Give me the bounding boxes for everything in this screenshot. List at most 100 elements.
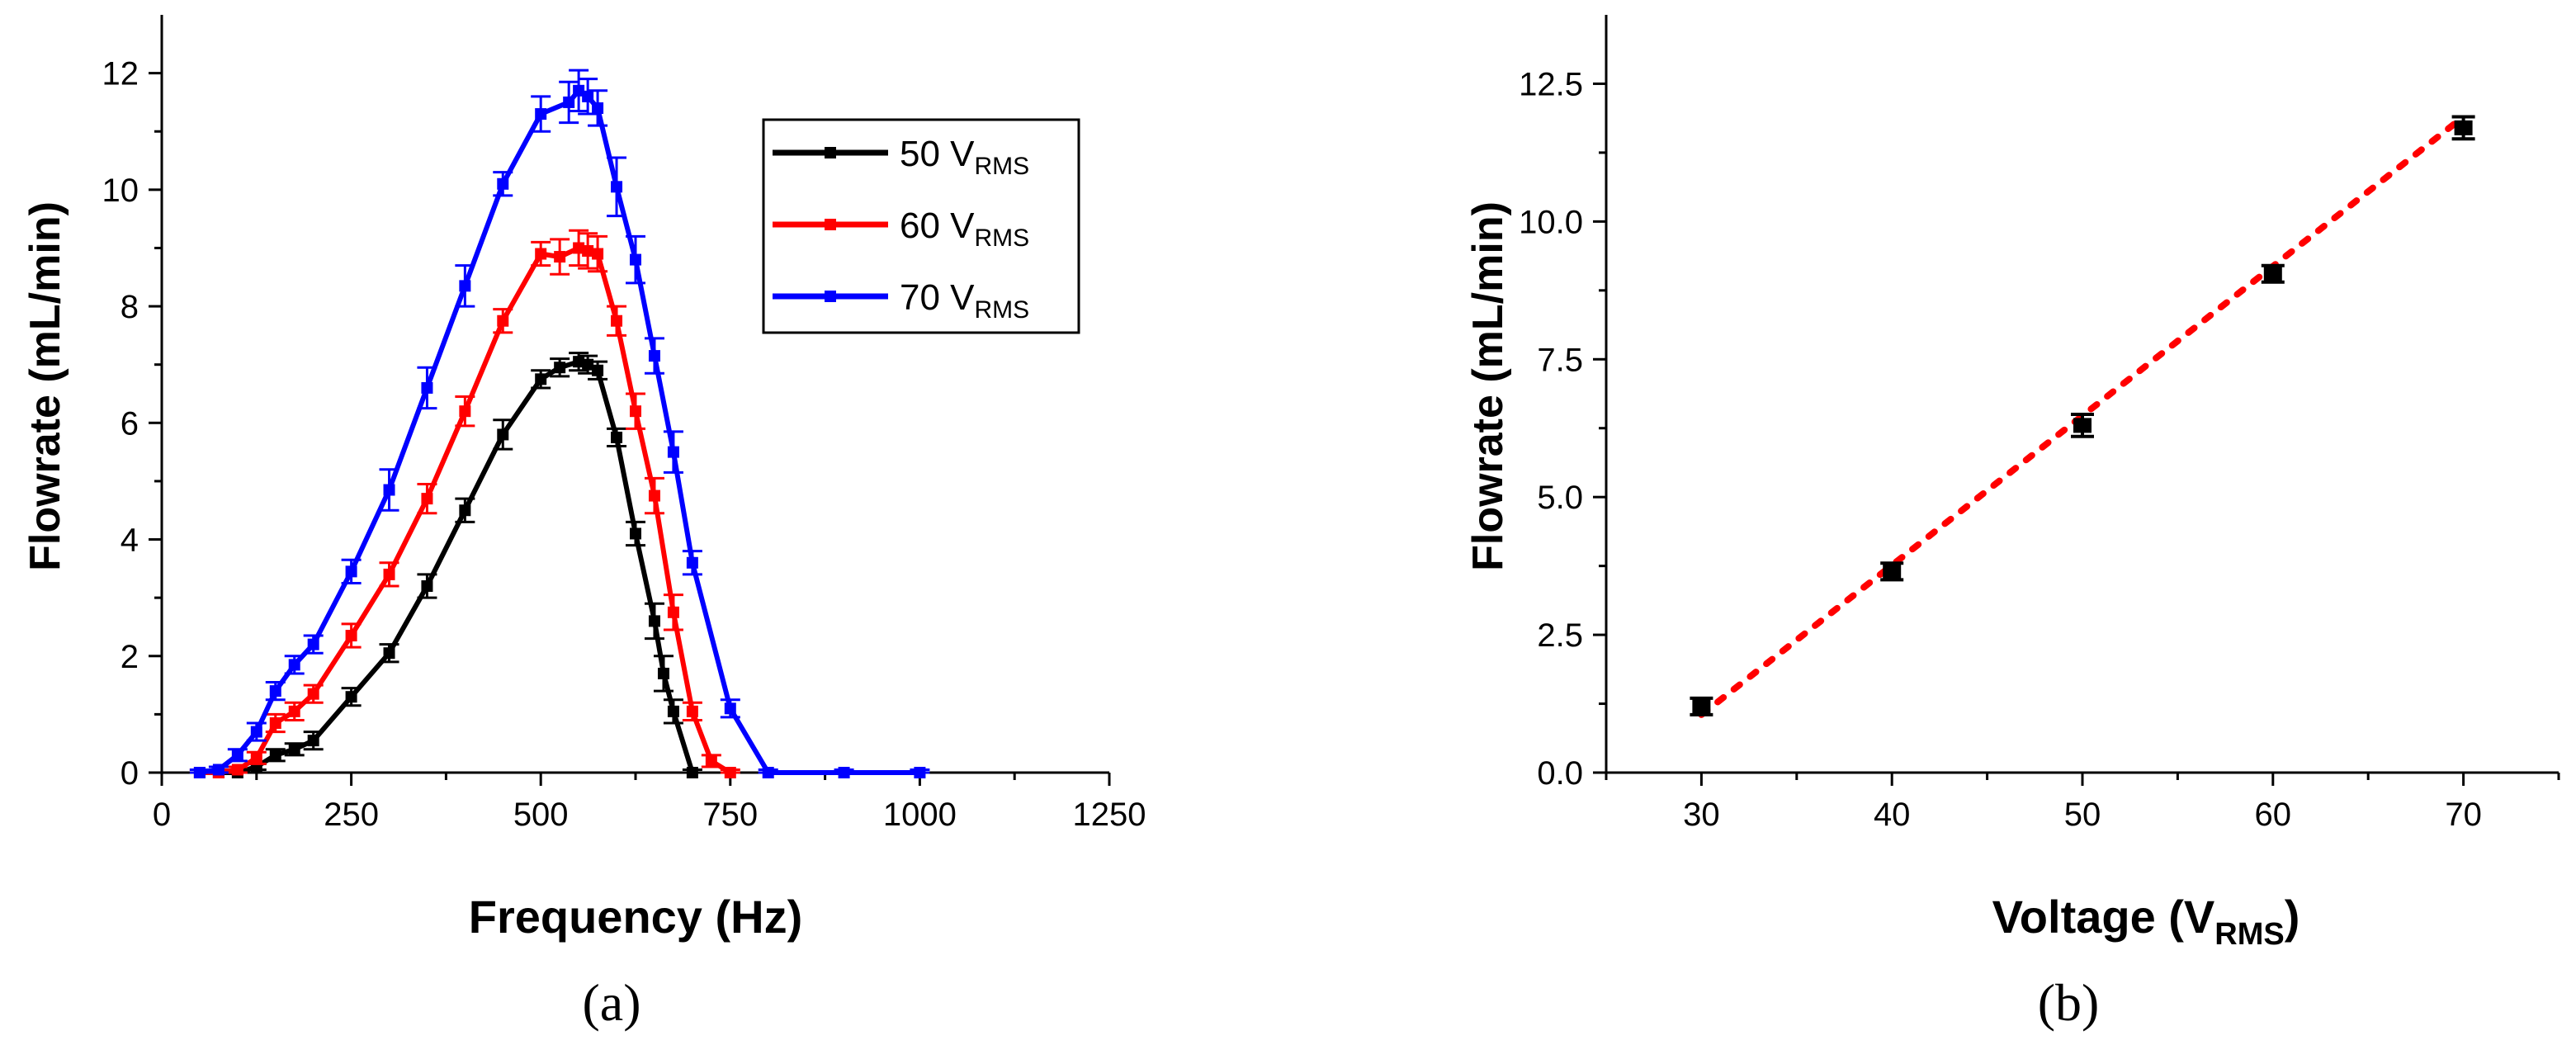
panel-a-series-50v-marker <box>630 527 641 540</box>
panel-a-series-60v-marker <box>307 688 319 700</box>
panel-b-x-tick-label: 60 <box>2255 797 2292 833</box>
panel-a-series-50v-line <box>199 359 695 775</box>
panel-a-series-50v-marker <box>657 667 669 679</box>
panel-a-series-70v-marker <box>630 253 641 266</box>
panel-a-series-70v-marker <box>563 96 575 108</box>
panel-a-series-60v-marker <box>288 705 300 717</box>
panel-a-series-70v-marker <box>724 702 736 715</box>
panel-a-series-50v-marker <box>535 373 547 385</box>
panel-a-y-tick-label: 8 <box>121 289 139 325</box>
panel-a-y-tick-label: 4 <box>121 522 139 559</box>
panel-a-series-70v-marker <box>762 767 774 778</box>
panel-a-series-50v-marker <box>345 691 357 703</box>
panel-b-x-axis-title-end: ) <box>2285 891 2300 943</box>
panel-a-y-tick-label: 2 <box>121 639 139 675</box>
panel-a-series-60v-marker <box>573 242 585 254</box>
panel-a-series-60v-marker <box>582 244 594 257</box>
panel-a-series-70v-marker <box>269 685 281 697</box>
panel-a-series-70v-marker <box>535 108 547 121</box>
panel-a-series-60v-line <box>199 245 732 775</box>
panel-a-series-70v-marker <box>686 556 698 569</box>
panel-a-legend-label-main: 60 V <box>900 206 975 246</box>
panel-a-series-50v-marker <box>497 428 509 441</box>
panel-a-series-70v-marker <box>307 638 319 650</box>
panel-a-series-70v-marker <box>914 767 926 778</box>
panel-a-series-50v-marker <box>288 743 300 755</box>
panel-b-y-tick-label: 5.0 <box>1537 480 1583 516</box>
panel-b-label: (b) <box>2038 973 2100 1032</box>
panel-a-series-60v-marker <box>686 705 698 717</box>
panel-b-x-tick-label: 40 <box>1874 797 1911 833</box>
panel-a-legend-label: 70 VRMS <box>900 277 1029 324</box>
panel-a-series-50v-marker <box>611 431 623 443</box>
panel-a-x-tick-label: 500 <box>513 797 569 833</box>
panel-a-legend-label-sub: RMS <box>975 296 1030 324</box>
panel-a-series-70v-marker <box>250 726 262 738</box>
panel-b-x-tick-label: 50 <box>2064 797 2101 833</box>
panel-a-x-tick-label: 1250 <box>1073 797 1146 833</box>
panel-a-series-50v-marker <box>592 364 604 376</box>
panel-a-series-50v-marker <box>648 615 660 627</box>
panel-a-series-60v-marker <box>535 248 547 260</box>
panel-a-series-60v-marker <box>648 489 660 502</box>
panel-a-series-70v-marker <box>345 565 357 578</box>
panel-a-series-60v-marker <box>724 767 736 778</box>
panel-b-y-tick-label: 10.0 <box>1519 204 1583 240</box>
panel-b-data-point <box>2263 266 2282 281</box>
panel-a-series-60v-marker <box>269 716 281 729</box>
panel-a-series-60v-marker <box>592 248 604 260</box>
panel-a-series-60v-marker <box>611 314 623 327</box>
panel-a-series-60v-marker <box>345 630 357 642</box>
panel-a-series-50v-marker <box>573 356 585 368</box>
panel-a-y-axis-title: Flowrate (mL/min) <box>21 201 69 571</box>
panel-b-y-tick-label: 0.0 <box>1537 755 1583 792</box>
panel-a-legend-label: 60 VRMS <box>900 206 1029 252</box>
panel-a-x-tick-label: 750 <box>702 797 758 833</box>
panel-a-series-50v-marker <box>269 749 281 761</box>
panel-b-x-tick-label: 30 <box>1683 797 1720 833</box>
panel-a-series-50v-marker <box>459 504 471 517</box>
panel-a-series-60v-marker <box>250 752 262 764</box>
panel-a-series-70v-marker <box>459 280 471 292</box>
panel-a-series-50v-marker <box>667 705 679 717</box>
panel-a-series-70v-marker <box>838 767 850 778</box>
panel-a-series-50v-marker <box>421 580 433 593</box>
panel-a-x-tick-label: 1000 <box>883 797 957 833</box>
panel-b-x-axis-title: Voltage (VRMS) <box>1992 891 2300 952</box>
panel-a-x-axis-title: Frequency (Hz) <box>469 891 803 943</box>
panel-a-series-70v-marker <box>582 90 594 102</box>
panel-a-series-50v-marker <box>686 767 698 778</box>
panel-b-y-tick-label: 2.5 <box>1537 617 1583 654</box>
panel-a-series-60v-marker <box>630 405 641 418</box>
panel-a-legend-label-main: 70 V <box>900 277 975 318</box>
panel-a-series-70v-marker <box>648 350 660 362</box>
panel-a-x-tick-label: 250 <box>324 797 379 833</box>
panel-a-legend-label-sub: RMS <box>975 153 1030 180</box>
panel-a-label: (a) <box>582 973 640 1032</box>
panel-a-series-60v-marker <box>231 764 243 776</box>
panel-a-series-60v-marker <box>421 493 433 505</box>
panel-a-y-tick-label: 10 <box>102 173 139 209</box>
panel-a-series-70v-marker <box>592 102 604 114</box>
panel-b-chart: 30 40 50 60 70 0.0 2.5 5.0 7.5 10.0 12.5 <box>1519 15 2560 833</box>
panel-a-series-60v-marker <box>667 606 679 618</box>
panel-a-series-60v-marker <box>459 405 471 418</box>
panel-a-legend-marker <box>825 219 836 230</box>
panel-a-series-60v-marker <box>705 754 717 767</box>
panel-b-data-point <box>1692 698 1711 714</box>
panel-a-y-tick-label: 0 <box>121 755 139 792</box>
panel-a-series-50v-marker <box>554 362 566 374</box>
panel-a-series-50v-marker <box>383 647 395 660</box>
panel-a-y-tick-label: 12 <box>102 56 139 92</box>
panel-a-series-70v-marker <box>193 767 206 778</box>
panel-b-y-axis-title: Flowrate (mL/min) <box>1464 201 1512 571</box>
panel-b-y-tick-label: 7.5 <box>1537 342 1583 378</box>
panel-a-legend-label-main: 50 V <box>900 134 975 174</box>
panel-a-series-70v-marker <box>212 764 225 776</box>
panel-a-legend-marker <box>825 147 836 158</box>
panel-a-y-tick-label: 6 <box>121 405 139 442</box>
panel-a-legend-label-sub: RMS <box>975 225 1030 252</box>
panel-a-series-60v-marker <box>497 314 509 327</box>
